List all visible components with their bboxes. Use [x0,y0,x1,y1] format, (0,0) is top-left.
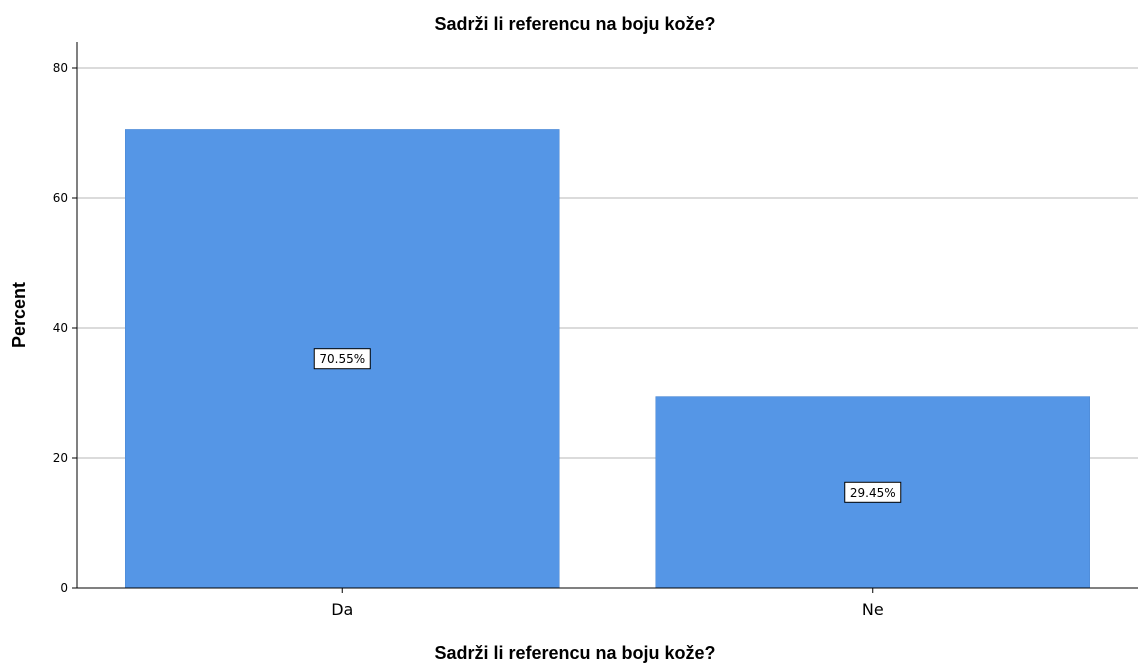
y-tick-label-60: 60 [53,191,68,205]
y-tick-label-80: 80 [53,61,68,75]
x-tick-labels: Da Ne [331,588,884,619]
x-axis-title: Sadrži li referencu na boju kože? [434,643,715,663]
data-label-box-da [313,348,371,370]
x-tick-label-da: Da [331,600,353,619]
chart-title: Sadrži li referencu na boju kože? [434,14,715,34]
data-label-ne: 29.45% [850,486,896,500]
x-tick-label-ne: Ne [862,600,884,619]
axes [76,42,1138,589]
y-tick-labels: 0 20 40 60 80 [53,61,77,595]
data-label-box-ne [844,481,902,503]
data-label-da: 70.55% [319,352,365,366]
y-axis-title: Percent [9,282,29,348]
y-tick-label-20: 20 [53,451,68,465]
y-tick-label-40: 40 [53,321,68,335]
data-labels: 70.55% 29.45% [313,348,902,503]
y-tick-label-0: 0 [60,581,68,595]
